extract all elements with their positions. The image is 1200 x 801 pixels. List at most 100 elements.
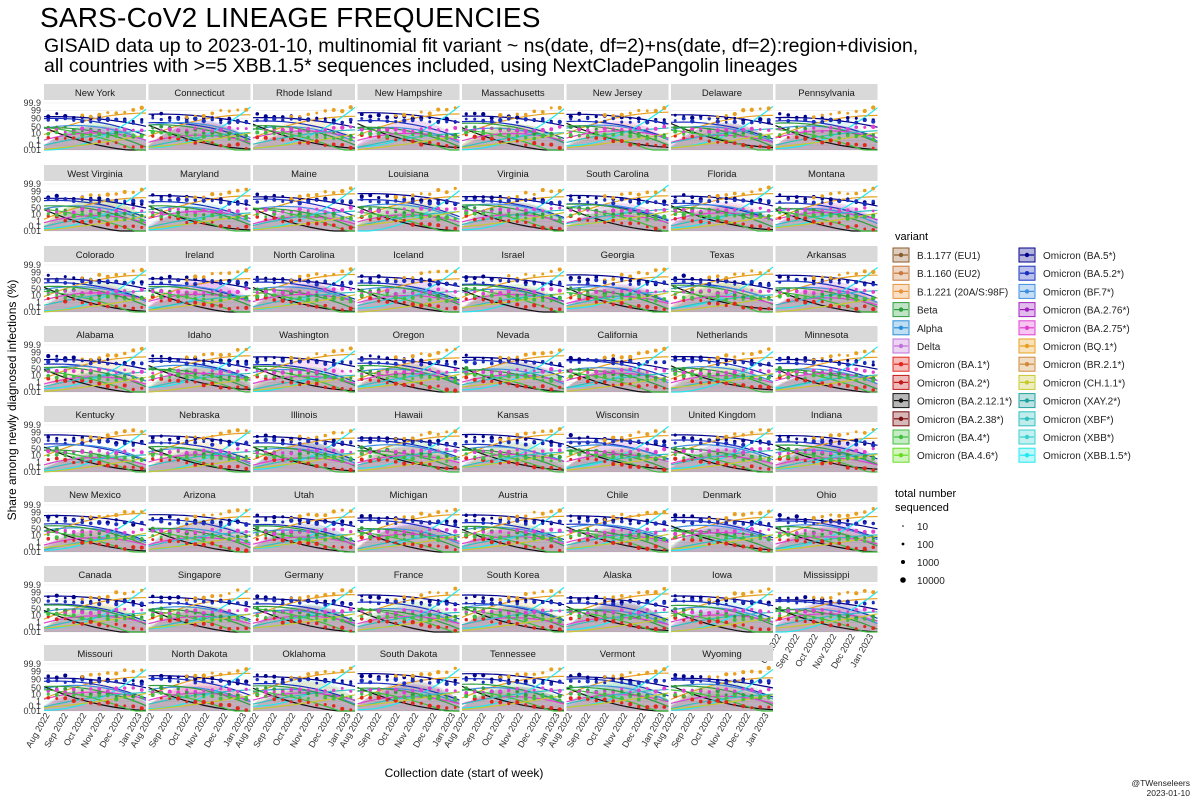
data-point	[524, 451, 528, 455]
data-point	[498, 355, 503, 360]
data-point	[402, 436, 406, 441]
data-point	[419, 200, 423, 204]
data-point	[72, 359, 76, 363]
data-point	[464, 513, 469, 518]
data-point	[227, 352, 232, 357]
data-point	[636, 464, 641, 470]
fit-line	[148, 213, 251, 230]
data-point	[72, 380, 76, 384]
data-point	[236, 127, 240, 130]
data-point	[724, 219, 729, 224]
data-point	[255, 135, 260, 140]
data-point	[549, 439, 554, 445]
facet-panel	[357, 344, 460, 392]
data-point	[541, 359, 545, 364]
data-point	[506, 289, 511, 294]
data-point	[594, 296, 599, 301]
data-point	[315, 116, 319, 120]
data-point	[314, 282, 319, 287]
data-point	[289, 529, 294, 534]
data-point	[724, 127, 729, 133]
data-point	[428, 116, 432, 120]
data-point	[193, 520, 198, 525]
data-point	[227, 457, 231, 461]
data-point	[272, 375, 276, 379]
data-point	[244, 146, 248, 150]
data-point	[131, 190, 135, 194]
data-point	[201, 198, 206, 203]
data-point	[490, 454, 494, 458]
data-point	[481, 533, 486, 538]
data-point	[105, 294, 110, 299]
data-point	[871, 186, 876, 191]
data-point	[402, 296, 407, 301]
data-point	[97, 210, 102, 216]
data-point	[645, 136, 650, 141]
data-point	[80, 460, 84, 464]
data-point	[219, 144, 223, 148]
fit-line	[461, 132, 565, 148]
data-point	[306, 541, 311, 546]
data-point	[540, 110, 545, 114]
data-point	[481, 434, 485, 439]
data-point	[681, 273, 686, 278]
data-point	[619, 292, 624, 297]
fit-line	[148, 357, 251, 369]
data-point	[193, 282, 198, 287]
data-point	[636, 303, 641, 308]
facet-label: Texas	[710, 250, 735, 261]
data-point	[473, 286, 477, 291]
data-point	[777, 365, 782, 371]
fit-line	[252, 286, 356, 303]
data-point	[297, 451, 302, 456]
data-point	[244, 440, 249, 446]
data-point	[724, 438, 728, 442]
data-point	[63, 378, 68, 383]
data-point	[854, 224, 859, 228]
data-point	[359, 452, 364, 456]
data-point	[603, 518, 607, 522]
data-point	[289, 440, 293, 444]
data-point	[80, 293, 84, 297]
data-point	[489, 293, 494, 298]
fit-line	[566, 208, 669, 225]
data-point	[716, 115, 720, 119]
fit-line	[670, 529, 774, 551]
data-point	[168, 441, 172, 445]
data-point	[464, 526, 468, 530]
fit-line	[670, 374, 774, 390]
data-point	[332, 214, 336, 218]
data-point	[428, 368, 432, 372]
data-point	[193, 133, 197, 137]
fit-line	[43, 130, 147, 146]
fit-line	[566, 376, 669, 392]
data-point	[444, 136, 449, 141]
data-point	[297, 373, 302, 378]
data-point	[569, 194, 573, 198]
data-point	[106, 142, 110, 146]
data-point	[210, 209, 215, 214]
data-point	[151, 359, 155, 363]
data-point	[323, 455, 328, 460]
data-point	[88, 368, 93, 373]
facet-label: South Carolina	[586, 169, 650, 180]
y-tick-label: 90	[31, 515, 41, 525]
data-point	[724, 133, 728, 137]
data-point	[281, 194, 285, 198]
data-point	[594, 219, 598, 222]
data-point	[306, 529, 311, 534]
data-point	[778, 112, 782, 116]
fit-line	[252, 367, 355, 393]
data-point	[741, 133, 745, 137]
fit-line	[148, 534, 251, 550]
data-point	[758, 378, 762, 382]
data-point	[557, 443, 562, 448]
fit-line	[566, 214, 669, 224]
data-point	[210, 520, 215, 525]
data-point	[340, 208, 345, 213]
data-point	[244, 120, 248, 125]
data-point	[331, 212, 336, 217]
data-point	[662, 289, 666, 293]
facet-strip	[357, 486, 460, 502]
data-point	[786, 213, 791, 218]
